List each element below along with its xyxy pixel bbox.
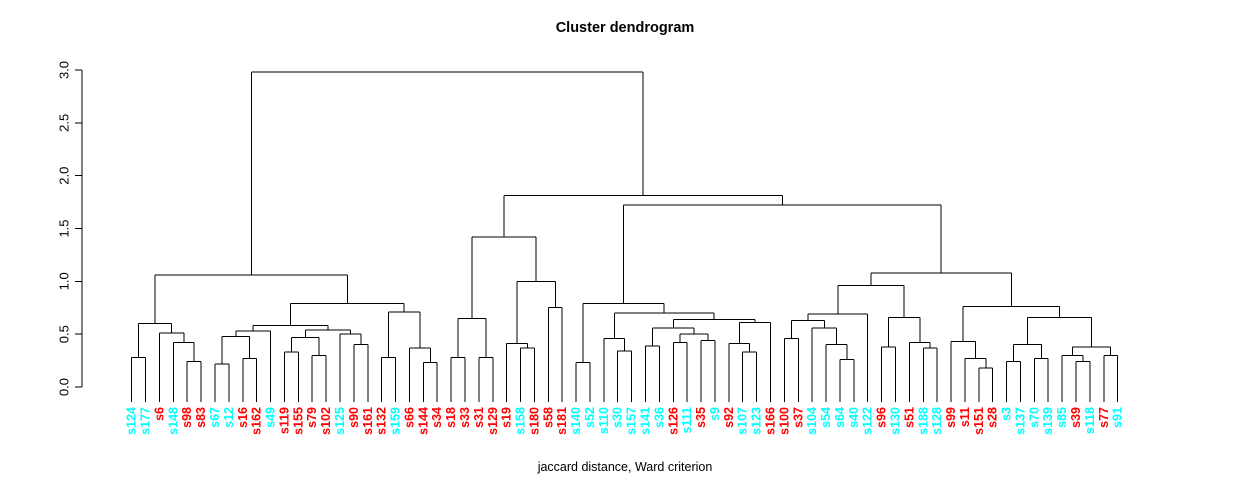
leaf-label: s124 [125, 407, 139, 435]
leaf-label: s51 [902, 407, 916, 428]
y-tick-label: 2.5 [57, 114, 72, 132]
leaf-label: s91 [1111, 407, 1125, 428]
leaf-label: s162 [250, 407, 264, 435]
leaf-label: s118 [1083, 407, 1097, 434]
leaf-label: s64 [833, 407, 847, 428]
leaf-label: s11 [958, 407, 972, 427]
x-axis-label: jaccard distance, Ward criterion [537, 460, 713, 474]
leaf-label: s158 [514, 407, 528, 435]
y-tick-label: 1.0 [57, 272, 72, 290]
leaf-label: s90 [347, 407, 361, 428]
leaf-label: s54 [819, 407, 833, 428]
leaf-label: s30 [611, 407, 625, 428]
leaf-label: s104 [805, 407, 819, 435]
y-tick-labels: 0.0 0.5 1.0 1.5 2.0 2.5 3.0 [57, 61, 72, 396]
leaf-label: s18 [444, 407, 458, 428]
leaf-label: s83 [194, 407, 208, 428]
leaf-label: s40 [847, 407, 861, 428]
leaf-label: s126 [666, 407, 680, 435]
y-tick-label: 0.5 [57, 325, 72, 343]
leaf-label: s35 [694, 407, 708, 428]
leaf-labels: s124 s177 s6 s148 s98 s83 s67 s12 s16 s162 s49 s119… [125, 407, 1125, 435]
leaf-label: s99 [944, 407, 958, 428]
leaf-label: s33 [458, 407, 472, 428]
leaf-label: s122 [861, 407, 875, 435]
leaf-label: s166 [764, 407, 778, 435]
leaf-label: s100 [777, 407, 791, 435]
leaf-label: s12 [222, 407, 236, 428]
leaf-label: s140 [569, 407, 583, 435]
leaf-label: s37 [791, 407, 805, 428]
y-tick-label: 2.0 [57, 167, 72, 185]
leaf-label: s177 [139, 407, 153, 435]
leaf-label: s6 [153, 407, 167, 421]
leaf-label: s77 [1097, 407, 1111, 428]
dendrogram-lines [131, 71, 1119, 402]
leaf-label: s52 [583, 407, 597, 428]
leaf-label: s130 [889, 407, 903, 435]
y-tick-label: 3.0 [57, 61, 72, 79]
y-tick-label: 0.0 [57, 378, 72, 396]
leaf-label: s39 [1069, 407, 1083, 428]
leaf-label: s144 [416, 407, 430, 435]
leaf-label: s159 [389, 407, 403, 435]
leaf-label: s31 [472, 407, 486, 428]
leaf-label: s148 [166, 407, 180, 435]
leaf-label: s128 [930, 407, 944, 435]
leaf-label: s141 [639, 407, 653, 435]
leaf-label: s34 [430, 407, 444, 428]
leaf-label: s155 [291, 407, 305, 435]
leaf-label: s107 [736, 407, 750, 435]
y-tick-label: 1.5 [57, 219, 72, 237]
leaf-label: s85 [1055, 407, 1069, 428]
leaf-label: s70 [1027, 407, 1041, 428]
leaf-label: s132 [375, 407, 389, 435]
leaf-label: s67 [208, 407, 222, 428]
leaf-label: s9 [708, 407, 722, 421]
leaf-label: s125 [333, 407, 347, 435]
leaf-label: s111 [680, 407, 694, 433]
leaf-label: s28 [986, 407, 1000, 428]
leaf-label: s151 [972, 407, 986, 435]
leaf-label: s181 [555, 407, 569, 435]
leaf-label: s3 [1000, 407, 1014, 421]
leaf-label: s19 [500, 407, 514, 428]
leaf-label: s79 [305, 407, 319, 428]
leaf-label: s36 [652, 407, 666, 428]
leaf-label: s16 [236, 407, 250, 428]
leaf-label: s98 [180, 407, 194, 428]
leaf-label: s58 [541, 407, 555, 428]
leaf-label: s66 [402, 407, 416, 428]
leaf-label: s49 [264, 407, 278, 428]
leaf-label: s129 [486, 407, 500, 435]
leaf-label: s180 [527, 407, 541, 435]
leaf-label: s102 [319, 407, 333, 435]
leaf-label: s119 [278, 407, 292, 434]
leaf-label: s96 [875, 407, 889, 428]
y-axis [75, 69, 83, 388]
leaf-label: s137 [1014, 407, 1028, 435]
leaf-label: s123 [750, 407, 764, 435]
leaf-label: s110 [597, 407, 611, 434]
leaf-label: s92 [722, 407, 736, 428]
leaf-label: s139 [1041, 407, 1055, 435]
leaf-label: s161 [361, 407, 375, 435]
chart-title: Cluster dendrogram [555, 20, 695, 36]
leaf-label: s157 [625, 407, 639, 435]
leaf-label: s188 [916, 407, 930, 435]
